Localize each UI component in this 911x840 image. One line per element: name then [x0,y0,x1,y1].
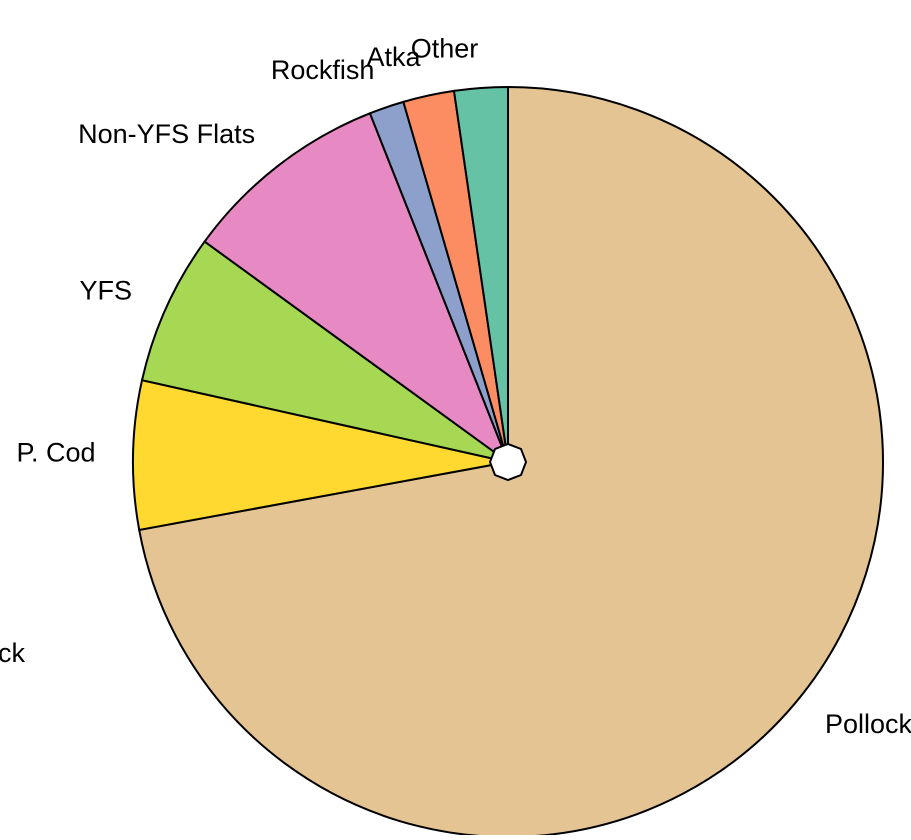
clipped-label: ck [0,638,26,668]
slice-label: YFS [80,275,133,305]
slice-label: Pollock [825,709,911,739]
center-hole [488,442,528,482]
slice-label: Other [411,34,479,64]
slice [203,112,511,465]
slice [132,379,509,532]
slice [140,240,509,463]
slice-label: Non-YFS Flats [78,119,255,149]
slice-label: P. Cod [17,437,96,467]
slice [452,85,509,463]
slice-label: Atka [367,42,422,72]
slice-label: Rockfish [271,55,375,85]
